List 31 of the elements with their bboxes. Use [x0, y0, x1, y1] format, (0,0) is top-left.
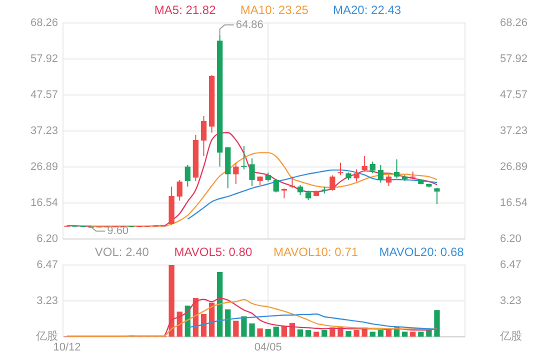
y2-tick-label: 6.47: [500, 259, 522, 271]
series-label: VOL: 2.40: [94, 245, 150, 259]
text: MA10: 23.25: [240, 3, 309, 17]
y-tick-label: 6.47: [36, 259, 58, 271]
y-tick-label: 47.57: [30, 89, 58, 102]
y-tick-label: 37.23: [30, 125, 58, 137]
y2-tick-label: 16.54: [500, 197, 528, 210]
text: MAVOL10: 0.71: [274, 245, 358, 259]
y2-tick-label: 3.23: [500, 294, 522, 307]
text: MA20: 22.43: [333, 3, 402, 17]
y2-tick-label: 68.26: [500, 17, 528, 29]
y-tick-label: 57.92: [30, 52, 58, 65]
y2-tick-label: 57.92: [500, 52, 528, 65]
y2-tick-label: 亿股: [499, 330, 522, 343]
y-tick-label: 68.26: [30, 17, 58, 29]
y-tick-label: 26.89: [30, 160, 58, 173]
text: MAVOL5: 0.80: [174, 245, 252, 259]
y2-tick-label: 47.57: [500, 89, 528, 102]
y-tick-label: 16.54: [30, 197, 58, 210]
y-tick-label: 3.23: [36, 294, 58, 307]
x-tick-label: 04/05: [254, 342, 282, 354]
x-tick-label: 10/12: [53, 342, 81, 354]
text: MA5: 21.82: [154, 3, 216, 17]
annotation: 64.86: [236, 18, 264, 31]
text: MAVOL20: 0.68: [379, 245, 464, 259]
y-tick-label: 6.20: [36, 233, 58, 245]
y2-tick-label: 26.89: [500, 160, 528, 173]
y2-tick-label: 37.23: [500, 125, 528, 137]
annotation: 9.60: [107, 225, 129, 238]
y2-tick-label: 6.20: [500, 233, 522, 245]
y-tick-label: 亿股: [35, 330, 58, 343]
